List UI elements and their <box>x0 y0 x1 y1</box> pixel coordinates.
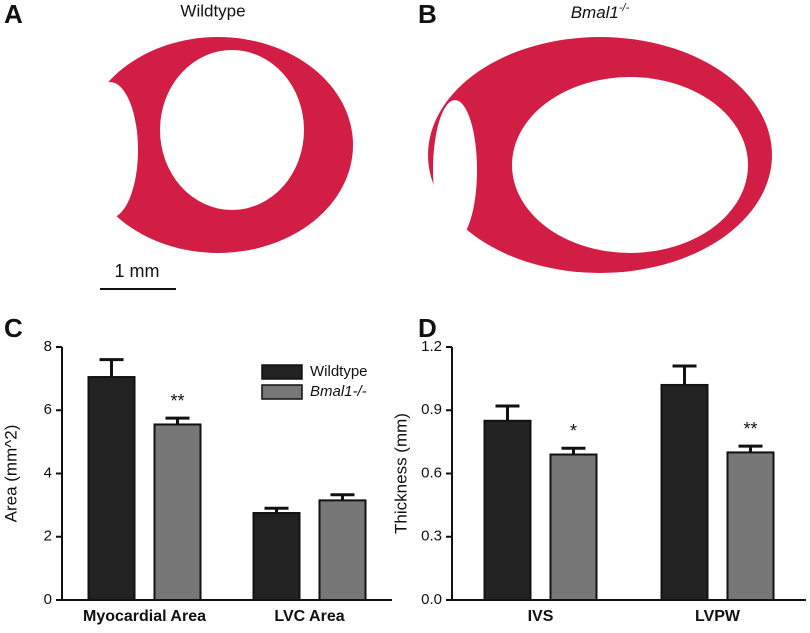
y-axis-label: Thickness (mm) <box>391 413 410 534</box>
significance: * <box>570 421 577 441</box>
panel-label: D <box>418 313 437 343</box>
legend-label: Wildtype <box>310 363 368 380</box>
y-tick-label: 0.9 <box>421 401 442 418</box>
x-tick-label: IVS <box>528 608 554 625</box>
panel-label: B <box>418 0 437 29</box>
y-tick-label: 1.2 <box>421 338 442 355</box>
y-tick-label: 4 <box>44 464 52 481</box>
panel-label: A <box>4 0 23 29</box>
x-tick-label: Myocardial Area <box>83 608 206 625</box>
y-tick-label: 0.3 <box>421 528 442 545</box>
bar <box>87 376 136 602</box>
bar <box>549 453 598 601</box>
bar <box>153 423 202 602</box>
significance: ** <box>170 391 184 411</box>
x-tick-label: LVPW <box>695 608 741 625</box>
bar <box>318 499 367 602</box>
legend-swatch <box>261 384 303 400</box>
image-title: Wildtype <box>180 1 245 20</box>
histology-wildtype <box>82 37 353 253</box>
bar <box>252 512 301 601</box>
bar <box>483 419 532 601</box>
y-tick-label: 0.6 <box>421 464 442 481</box>
panel-label: C <box>4 313 23 343</box>
legend-swatch <box>261 364 303 380</box>
y-tick-label: 0 <box>44 591 52 608</box>
y-tick-label: 6 <box>44 401 52 418</box>
histology-bmal1 <box>428 37 772 273</box>
bar <box>726 451 775 601</box>
image-title-sup: -/- <box>619 2 630 14</box>
bar <box>660 383 709 602</box>
significance: ** <box>743 419 757 439</box>
y-axis-label: Area (mm^2) <box>1 425 20 523</box>
scale-bar-label: 1 mm <box>115 261 160 281</box>
image-title: Bmal1-/- <box>571 2 630 23</box>
image-title-text: Bmal1 <box>571 3 619 22</box>
x-tick-label: LVC Area <box>274 608 344 625</box>
y-tick-label: 8 <box>44 338 52 355</box>
y-tick-label: 0.0 <box>421 591 442 608</box>
legend-label: Bmal1-/- <box>310 383 367 400</box>
y-tick-label: 2 <box>44 528 52 545</box>
